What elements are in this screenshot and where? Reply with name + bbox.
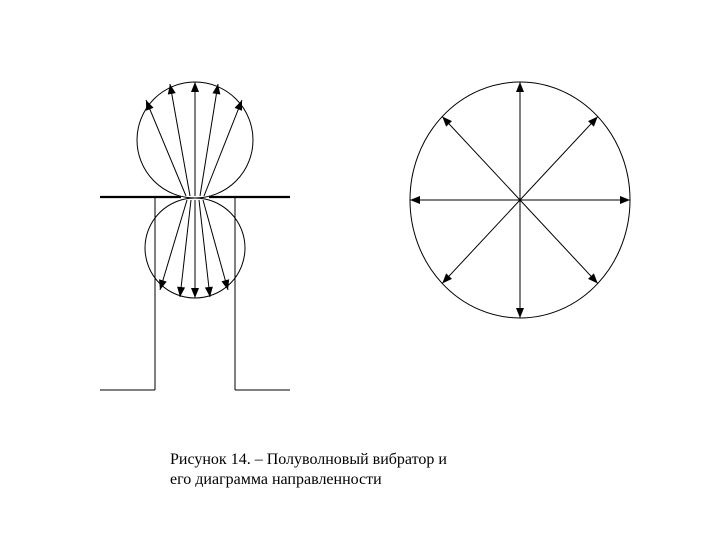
caption-line2: его диаграмма направленности (170, 471, 382, 488)
caption-line1: Рисунок 14. – Полуволновый вибратор и (170, 451, 447, 468)
figure-caption: Рисунок 14. – Полуволновый вибратор и ег… (170, 450, 447, 490)
figure-canvas: Рисунок 14. – Полуволновый вибратор и ег… (0, 0, 720, 540)
